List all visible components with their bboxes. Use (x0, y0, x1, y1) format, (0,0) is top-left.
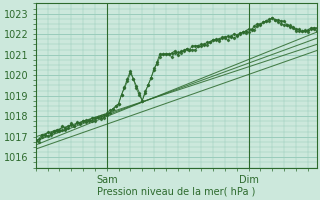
X-axis label: Pression niveau de la mer( hPa ): Pression niveau de la mer( hPa ) (97, 187, 255, 197)
